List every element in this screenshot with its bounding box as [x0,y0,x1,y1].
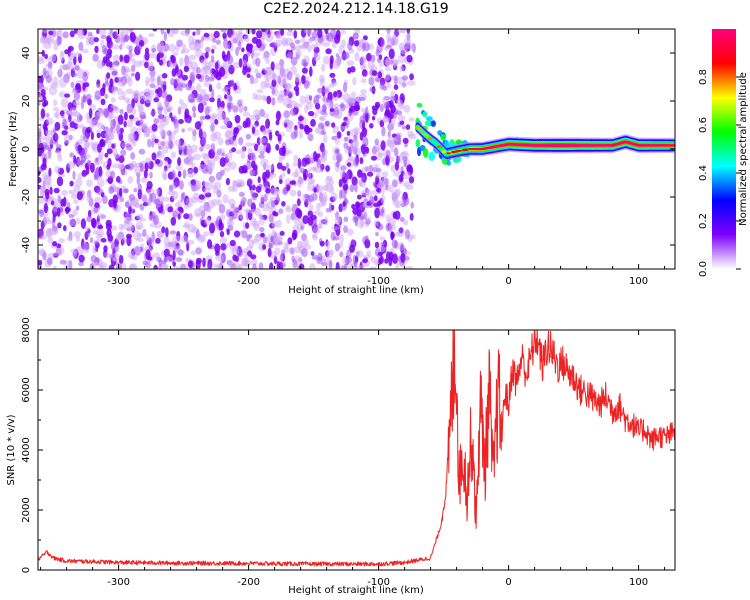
snr-x-tick-label: -200 [237,577,260,588]
spectrogram-y-tick-label: 20 [21,95,32,108]
spectrogram-x-tick-label: -300 [107,276,130,287]
snr-x-axis-label: Height of straight line (km) [288,585,424,596]
spectrogram-y-tick-label: 40 [21,47,32,60]
snr-y-ticks: 0 2000 4000 6000 8000 [21,317,675,573]
colorbar-gradient [712,29,736,269]
spectrogram-x-tick-label: 100 [629,276,648,287]
snr-y-axis-label: SNR (10 * v/v) [6,414,17,485]
snr-line [38,330,675,567]
colorbar-tick-label: 0.4 [698,165,709,181]
snr-y-tick-label: 6000 [21,377,32,402]
snr-y-tick-label: 0 [21,567,32,573]
snr-x-tick-label: -100 [367,577,390,588]
colorbar-ticks: 0.0 0.2 0.4 0.6 0.8 [698,69,741,277]
colorbar-tick-label: 0.0 [698,261,709,277]
snr-x-ticks: -300 -200 -100 0 100 [40,330,666,588]
spectrogram-y-tick-label: 0 [21,146,32,152]
colorbar-tick-label: 0.8 [698,69,709,85]
colorbar: 0.0 0.2 0.4 0.6 0.8 Normalized spectral ampl… [698,29,749,277]
spectrogram-x-tick-label: 0 [505,276,511,287]
snr-x-tick-label: 100 [629,577,648,588]
spectrogram-x-tick-label: -100 [367,276,390,287]
snr-x-tick-label: -300 [107,577,130,588]
snr-series [38,330,675,567]
snr-y-tick-label: 4000 [21,437,32,462]
spectrogram-x-tick-label: -200 [237,276,260,287]
spectrogram-y-tick-label: -40 [21,237,32,253]
colorbar-label: Normalized spectral amplitude [738,72,749,226]
spectrogram-x-axis-label: Height of straight line (km) [288,285,424,296]
spectrogram-x-ticks: -300 -200 -100 0 100 [40,29,666,287]
snr-x-tick-label: 0 [505,577,511,588]
snr-y-tick-label: 8000 [21,317,32,342]
spectrogram-y-ticks: -40 -20 0 20 40 [21,28,675,270]
colorbar-tick-label: 0.6 [698,117,709,133]
chart-title: C2E2.2024.212.14.18.G19 [263,1,449,17]
signal-ridge [415,102,675,166]
spectrogram-y-tick-label: -20 [21,189,32,205]
noise-region [38,29,417,269]
snr-y-tick-label: 2000 [21,497,32,522]
spectrogram-y-axis-label: Frequency (Hz) [8,111,19,187]
colorbar-tick-label: 0.2 [698,213,709,229]
